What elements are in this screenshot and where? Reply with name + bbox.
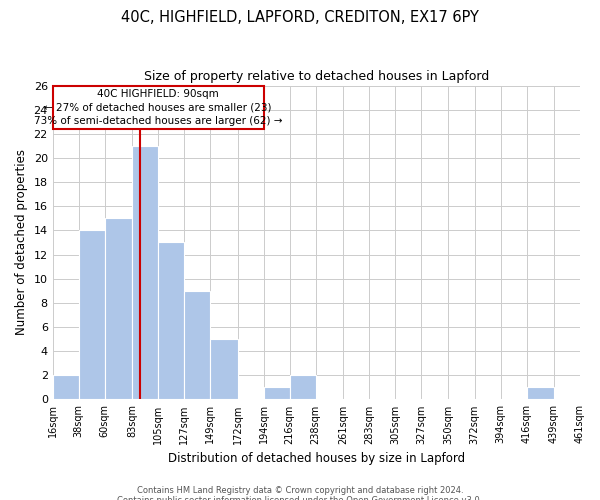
FancyBboxPatch shape — [53, 86, 263, 129]
Y-axis label: Number of detached properties: Number of detached properties — [15, 150, 28, 336]
Text: 40C, HIGHFIELD, LAPFORD, CREDITON, EX17 6PY: 40C, HIGHFIELD, LAPFORD, CREDITON, EX17 … — [121, 10, 479, 25]
Text: Contains public sector information licensed under the Open Government Licence v3: Contains public sector information licen… — [118, 496, 482, 500]
Bar — [158, 242, 184, 400]
Bar — [290, 376, 316, 400]
Text: 40C HIGHFIELD: 90sqm: 40C HIGHFIELD: 90sqm — [97, 89, 219, 99]
Text: 73% of semi-detached houses are larger (62) →: 73% of semi-detached houses are larger (… — [34, 116, 283, 126]
Bar — [132, 146, 158, 400]
Bar — [184, 291, 210, 400]
Bar — [79, 230, 105, 400]
Text: ← 27% of detached houses are smaller (23): ← 27% of detached houses are smaller (23… — [44, 102, 272, 113]
Bar — [527, 388, 554, 400]
Bar — [105, 218, 132, 400]
X-axis label: Distribution of detached houses by size in Lapford: Distribution of detached houses by size … — [168, 452, 465, 465]
Bar — [53, 376, 79, 400]
Bar — [263, 388, 290, 400]
Bar — [210, 339, 238, 400]
Title: Size of property relative to detached houses in Lapford: Size of property relative to detached ho… — [144, 70, 489, 83]
Text: Contains HM Land Registry data © Crown copyright and database right 2024.: Contains HM Land Registry data © Crown c… — [137, 486, 463, 495]
